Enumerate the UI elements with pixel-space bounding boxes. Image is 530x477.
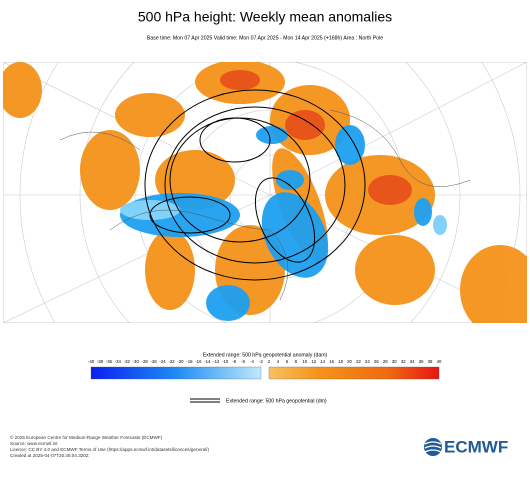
tick-label: -26 <box>151 359 158 364</box>
colorbar-positive <box>268 366 440 380</box>
tick-label: -30 <box>133 359 140 364</box>
map <box>3 62 527 323</box>
tick-label: -28 <box>142 359 149 364</box>
tick-label: 28 <box>383 359 388 364</box>
tick-label: -10 <box>222 359 229 364</box>
footer-line: Created at 2025-04-07T20:45:04.320Z <box>10 453 89 458</box>
tick-label: 16 <box>329 359 334 364</box>
tick-label: -4 <box>250 359 254 364</box>
tick-label: -2 <box>259 359 263 364</box>
tick-label: 8 <box>295 359 298 364</box>
tick-label: 36 <box>419 359 424 364</box>
colorbar-ticks: -40 -38 -36 -34 -32 -30 -28 -26 -24 -22 -20 -18 -16-… <box>88 359 442 364</box>
tick-label: -6 <box>241 359 245 364</box>
tick-label: -8 <box>232 359 236 364</box>
tick-label: -14 <box>204 359 211 364</box>
tick-label: 6 <box>286 359 289 364</box>
logo-text: ECMWF <box>444 437 508 456</box>
logo: ECMWF <box>424 437 508 456</box>
title: 500 hPa height: Weekly mean anomalies <box>138 9 392 25</box>
tick-label: 10 <box>302 359 307 364</box>
tick-label: -16 <box>195 359 202 364</box>
tick-label: 34 <box>410 359 415 364</box>
tick-label: -36 <box>106 359 113 364</box>
tick-label: 38 <box>428 359 433 364</box>
tick-label: -22 <box>168 359 175 364</box>
colorbar-negative <box>90 366 262 380</box>
colorbar-label: Extended range: 500 hPa geopotential ano… <box>203 352 328 358</box>
tick-label: -24 <box>159 359 166 364</box>
tick-label: 20 <box>347 359 352 364</box>
tick-label: -18 <box>186 359 193 364</box>
tick-label: 24 <box>365 359 370 364</box>
tick-label: 26 <box>374 359 379 364</box>
tick-label: -12 <box>213 359 220 364</box>
tick-label: -34 <box>115 359 122 364</box>
footer-line: © 2025 European Centre for Medium-Range … <box>10 434 163 440</box>
subtitle: Base time: Mon 07 Apr 2025 Valid time: M… <box>147 35 383 41</box>
footer-line: Licence: CC BY 4.0 and ECMWF Terms of Us… <box>10 447 209 452</box>
tick-label: -38 <box>97 359 104 364</box>
legend-label: Extended range: 500 hPa geopotential (dm… <box>226 398 327 404</box>
footer-line: Source: www.ecmwf.int <box>10 441 58 446</box>
tick-label: 30 <box>392 359 397 364</box>
tick-label: 32 <box>401 359 406 364</box>
tick-label: -32 <box>124 359 131 364</box>
tick-label: -40 <box>88 359 95 364</box>
tick-label: 22 <box>356 359 361 364</box>
tick-label: 4 <box>277 359 280 364</box>
tick-label: 14 <box>320 359 325 364</box>
tick-label: 2 <box>268 359 271 364</box>
tick-label: 18 <box>338 359 343 364</box>
tick-label: -20 <box>177 359 184 364</box>
tick-label: 40 <box>437 359 442 364</box>
tick-label: 12 <box>311 359 316 364</box>
